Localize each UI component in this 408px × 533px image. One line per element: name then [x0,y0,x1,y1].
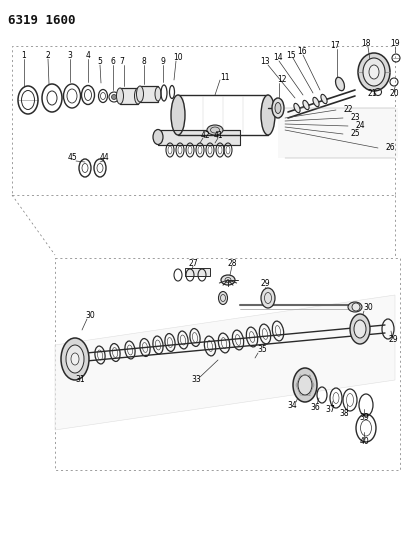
Text: 34: 34 [287,400,297,409]
Text: 30: 30 [85,311,95,320]
Ellipse shape [171,95,185,135]
Circle shape [111,94,117,100]
Ellipse shape [61,338,89,380]
Text: 19: 19 [390,39,400,49]
Text: 41: 41 [213,131,223,140]
Text: 29: 29 [388,335,398,344]
Ellipse shape [294,103,300,112]
Ellipse shape [335,77,344,91]
Text: 16: 16 [297,47,307,56]
Text: 24: 24 [355,122,365,131]
Text: 4: 4 [86,52,91,61]
Text: 31: 31 [75,376,85,384]
Ellipse shape [117,88,124,104]
Ellipse shape [153,130,163,144]
Text: 45: 45 [68,154,78,163]
Text: 25: 25 [350,130,360,139]
Text: 44: 44 [100,154,110,163]
Text: 15: 15 [286,51,296,60]
Ellipse shape [303,100,309,110]
Text: 11: 11 [220,74,230,83]
Text: 3: 3 [68,52,73,61]
Text: 14: 14 [273,53,283,62]
Text: 33: 33 [191,376,201,384]
Text: 20: 20 [389,90,399,99]
Ellipse shape [155,87,161,101]
Text: 29: 29 [260,279,270,288]
Ellipse shape [354,320,366,338]
Ellipse shape [219,292,228,304]
Text: 21: 21 [367,90,377,99]
Text: 40: 40 [359,438,369,447]
Ellipse shape [321,94,327,103]
Text: 35: 35 [257,345,267,354]
Text: 28: 28 [227,259,237,268]
Text: 27: 27 [188,259,198,268]
Text: 6319 1600: 6319 1600 [8,14,75,27]
Polygon shape [120,88,138,104]
Ellipse shape [71,353,79,365]
Ellipse shape [350,314,370,344]
Ellipse shape [272,98,284,118]
Polygon shape [158,130,240,145]
Text: 12: 12 [277,76,287,85]
Text: 18: 18 [361,39,371,49]
Ellipse shape [313,98,319,107]
Polygon shape [55,295,395,430]
Ellipse shape [275,102,281,114]
Text: 10: 10 [173,53,183,62]
Text: 17: 17 [330,42,340,51]
Text: 42: 42 [200,131,210,140]
Polygon shape [140,86,158,102]
Ellipse shape [298,375,312,395]
Text: 36: 36 [310,402,320,411]
Text: 13: 13 [260,58,270,67]
Polygon shape [278,108,398,158]
Ellipse shape [221,275,235,285]
Text: 6: 6 [111,58,115,67]
Ellipse shape [358,53,390,91]
Ellipse shape [369,65,379,79]
Text: 38: 38 [339,409,349,418]
Circle shape [352,303,360,311]
Ellipse shape [348,302,362,312]
Ellipse shape [261,288,275,308]
Text: 23: 23 [350,114,360,123]
Text: 26: 26 [385,143,395,152]
Text: 9: 9 [161,58,165,67]
Text: 1: 1 [22,52,27,61]
Text: 39: 39 [359,414,369,423]
Ellipse shape [261,95,275,135]
Ellipse shape [66,345,84,373]
Ellipse shape [363,58,385,86]
Text: 30: 30 [363,303,373,312]
Text: 7: 7 [120,58,124,67]
Ellipse shape [293,368,317,402]
Text: 8: 8 [142,58,146,67]
Text: 2: 2 [46,52,50,61]
Text: 5: 5 [98,58,102,67]
Text: 22: 22 [343,106,353,115]
Text: 37: 37 [325,406,335,415]
Ellipse shape [135,88,142,104]
Ellipse shape [137,86,144,102]
Ellipse shape [207,125,223,135]
Polygon shape [185,268,210,276]
